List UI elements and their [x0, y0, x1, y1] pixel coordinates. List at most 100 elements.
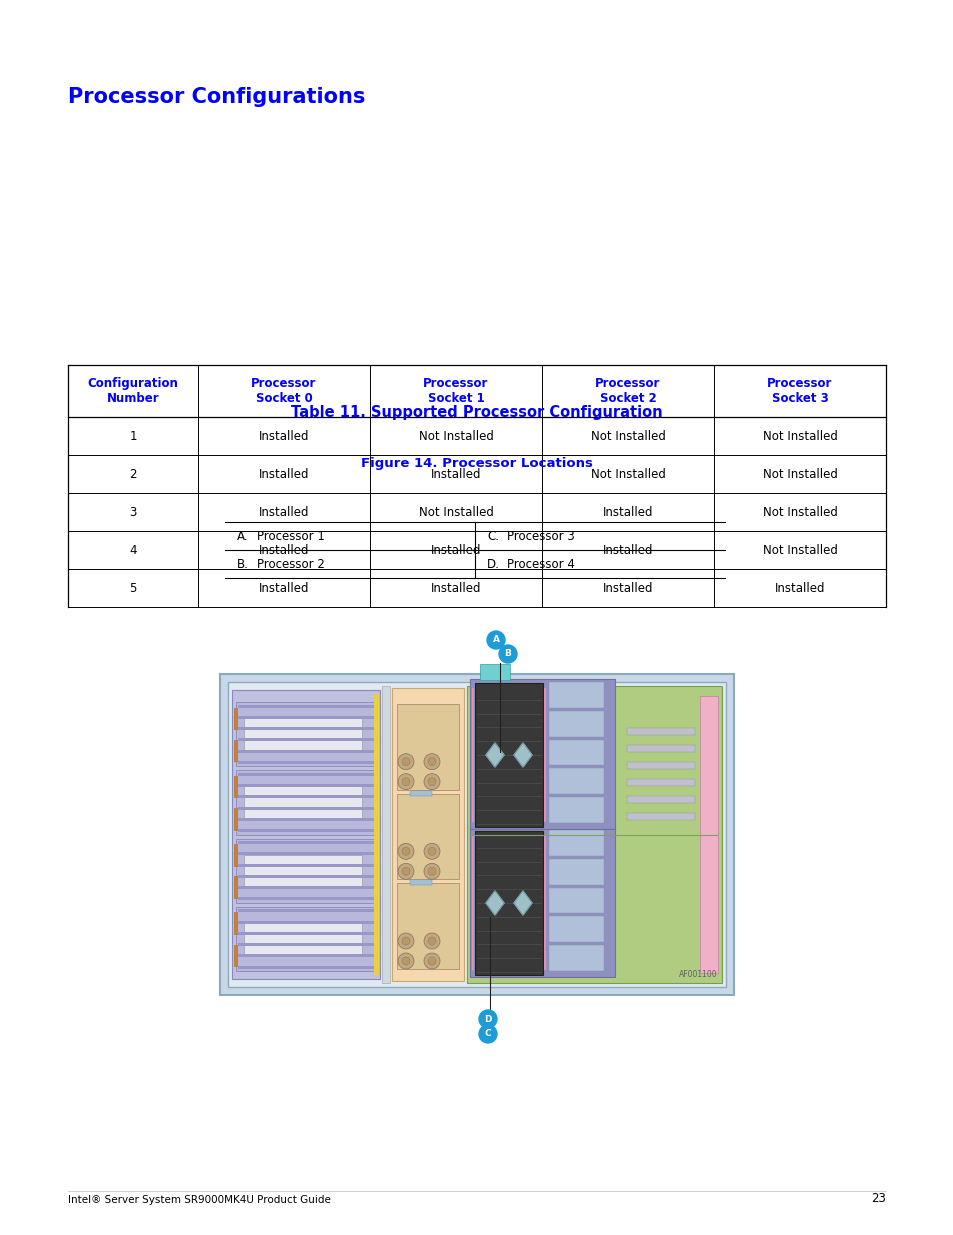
- Bar: [548, 830, 603, 856]
- Bar: [548, 740, 603, 766]
- Bar: [548, 945, 603, 971]
- Circle shape: [428, 867, 436, 876]
- Text: Processor
Socket 3: Processor Socket 3: [766, 377, 832, 405]
- Text: Processor 4: Processor 4: [506, 557, 575, 571]
- Circle shape: [423, 753, 439, 769]
- Bar: [626, 797, 695, 803]
- Circle shape: [486, 631, 504, 650]
- Text: B.: B.: [236, 557, 249, 571]
- Circle shape: [428, 957, 436, 965]
- Bar: [235, 701, 375, 766]
- Text: A.: A.: [236, 530, 248, 542]
- Text: Processor Configurations: Processor Configurations: [68, 86, 365, 107]
- Circle shape: [423, 863, 439, 879]
- Bar: [374, 694, 378, 974]
- Bar: [626, 762, 695, 769]
- Bar: [548, 916, 603, 942]
- Text: Configuration
Number: Configuration Number: [88, 377, 178, 405]
- Text: Processor
Socket 0: Processor Socket 0: [251, 377, 316, 405]
- Bar: [548, 798, 603, 823]
- Text: Processor
Socket 2: Processor Socket 2: [595, 377, 660, 405]
- Bar: [410, 873, 432, 885]
- Bar: [237, 841, 374, 844]
- Bar: [235, 771, 375, 835]
- Bar: [233, 740, 237, 762]
- Bar: [472, 688, 474, 823]
- Bar: [237, 784, 374, 787]
- Text: Intel® Server System SR9000MK4U Product Guide: Intel® Server System SR9000MK4U Product …: [68, 1195, 331, 1205]
- Text: Not Installed: Not Installed: [761, 430, 837, 442]
- Bar: [548, 888, 603, 914]
- Text: AF001100: AF001100: [679, 969, 718, 979]
- Bar: [626, 745, 695, 752]
- Text: Not Installed: Not Installed: [590, 468, 665, 480]
- Circle shape: [401, 957, 410, 965]
- Text: Table 11. Supported Processor Configuration: Table 11. Supported Processor Configurat…: [291, 405, 662, 420]
- Text: Not Installed: Not Installed: [761, 543, 837, 557]
- Circle shape: [401, 867, 410, 876]
- Bar: [237, 852, 374, 856]
- Circle shape: [397, 932, 414, 948]
- Bar: [470, 679, 615, 829]
- Text: B: B: [504, 650, 511, 658]
- Bar: [233, 808, 237, 830]
- Text: D.: D.: [486, 557, 499, 571]
- Bar: [228, 682, 725, 987]
- Circle shape: [423, 953, 439, 969]
- Bar: [233, 945, 237, 967]
- Bar: [237, 966, 374, 968]
- Bar: [233, 776, 237, 798]
- Circle shape: [397, 863, 414, 879]
- Bar: [237, 704, 374, 708]
- Bar: [467, 685, 721, 983]
- Text: 2: 2: [129, 468, 136, 480]
- Bar: [543, 836, 545, 969]
- Bar: [233, 708, 237, 730]
- Bar: [237, 773, 374, 776]
- Bar: [237, 739, 374, 741]
- Circle shape: [401, 757, 410, 766]
- Bar: [626, 779, 695, 785]
- Circle shape: [401, 937, 410, 945]
- Bar: [475, 683, 542, 827]
- Circle shape: [423, 932, 439, 948]
- Text: C.: C.: [486, 530, 498, 542]
- Circle shape: [397, 953, 414, 969]
- Circle shape: [401, 778, 410, 785]
- Text: Installed: Installed: [602, 505, 653, 519]
- Bar: [244, 855, 361, 887]
- Circle shape: [401, 847, 410, 856]
- Text: Installed: Installed: [258, 582, 309, 594]
- Text: Installed: Installed: [602, 543, 653, 557]
- Bar: [237, 931, 374, 935]
- Bar: [237, 727, 374, 730]
- Text: Installed: Installed: [258, 505, 309, 519]
- Text: Not Installed: Not Installed: [418, 430, 493, 442]
- Text: Not Installed: Not Installed: [761, 505, 837, 519]
- Circle shape: [397, 753, 414, 769]
- Text: Installed: Installed: [431, 543, 480, 557]
- Bar: [392, 688, 463, 981]
- Text: 5: 5: [130, 582, 136, 594]
- Text: Processor 1: Processor 1: [256, 530, 325, 542]
- Circle shape: [428, 847, 436, 856]
- Circle shape: [423, 844, 439, 860]
- Bar: [548, 682, 603, 708]
- Bar: [396, 883, 458, 969]
- Bar: [479, 664, 510, 680]
- Text: Not Installed: Not Installed: [590, 430, 665, 442]
- Circle shape: [428, 778, 436, 785]
- Bar: [396, 794, 458, 879]
- Text: Processor 3: Processor 3: [506, 530, 574, 542]
- Text: Installed: Installed: [431, 468, 480, 480]
- Bar: [548, 711, 603, 736]
- Text: A: A: [492, 636, 499, 645]
- Bar: [233, 877, 237, 899]
- Bar: [237, 761, 374, 763]
- Bar: [237, 863, 374, 867]
- Bar: [237, 795, 374, 798]
- Bar: [543, 688, 545, 823]
- Text: Installed: Installed: [602, 582, 653, 594]
- Circle shape: [397, 844, 414, 860]
- Text: Not Installed: Not Installed: [418, 505, 493, 519]
